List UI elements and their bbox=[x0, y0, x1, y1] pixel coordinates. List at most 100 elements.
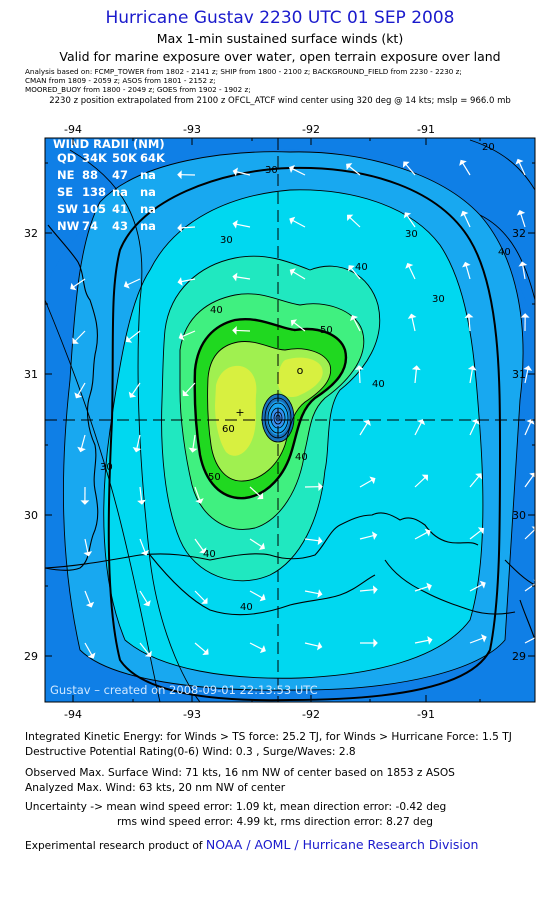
wind-arrow-shaft bbox=[249, 642, 263, 650]
wind-arrow-shaft bbox=[194, 486, 201, 501]
wind-arrow-shaft bbox=[469, 637, 484, 644]
longitude-tick-label: -94 bbox=[64, 708, 82, 721]
credit-prefix: Experimental research product of bbox=[25, 840, 203, 852]
wind-arrow-head bbox=[201, 597, 208, 604]
wind-arrow-shaft bbox=[292, 271, 306, 280]
position-note: 2230 z position extrapolated from 2100 z… bbox=[49, 96, 511, 106]
wind-arrow-head bbox=[259, 645, 266, 654]
wind-vectors bbox=[70, 158, 535, 659]
contour-label: 60 bbox=[222, 424, 235, 435]
wind-arrow-head bbox=[426, 582, 432, 592]
wind-arrow-head bbox=[317, 536, 323, 546]
wind-arrow-head bbox=[289, 216, 296, 225]
longitude-tick-label: -92 bbox=[302, 708, 320, 721]
wind-arrow-shaft bbox=[414, 586, 429, 592]
wind-arrow-head bbox=[369, 476, 376, 485]
wind-arrow-head bbox=[258, 542, 265, 551]
wind-arrow-head bbox=[232, 272, 238, 282]
contour-label: 40 bbox=[240, 602, 253, 613]
wind-arrow-shaft bbox=[236, 276, 251, 280]
wind-arrow-head bbox=[199, 547, 207, 554]
wind-arrow-head bbox=[143, 600, 151, 607]
latitude-tick-label: 31 bbox=[512, 368, 526, 381]
wind-arrow-head bbox=[346, 163, 353, 171]
wind-arrow-head bbox=[232, 219, 238, 229]
wind-arrow-head bbox=[350, 315, 358, 322]
wind-radii-cell: na bbox=[140, 219, 156, 233]
wind-arrow-shaft bbox=[524, 369, 529, 384]
wind-arrow-shaft bbox=[192, 434, 196, 449]
analyzed-max-line: Analyzed Max. Wind: 63 kts, 20 nm NW of … bbox=[25, 782, 286, 794]
wind-arrow-head bbox=[232, 167, 239, 177]
wind-arrow-shaft bbox=[414, 369, 417, 384]
wind-radii-header-cell: 34K bbox=[82, 151, 108, 165]
analysis-sources-line-2: CMAN from 1809 - 2059 z; ASOS from 1801 … bbox=[25, 76, 216, 85]
wind-arrow-shaft bbox=[348, 165, 361, 176]
wind-radii-header-cell: 64K bbox=[140, 151, 166, 165]
wind-arrow-shaft bbox=[406, 215, 416, 228]
wind-radii-cell: 88 bbox=[82, 168, 98, 182]
wind-arrow-head bbox=[87, 652, 96, 659]
wind-arrow-head bbox=[177, 277, 183, 286]
latitude-tick-label: 31 bbox=[24, 368, 38, 381]
wind-arrow-head bbox=[178, 332, 185, 341]
wind-arrow-head bbox=[85, 601, 95, 608]
contour-label: 40 bbox=[498, 247, 511, 258]
wind-arrow-head bbox=[373, 638, 378, 648]
wind-arrow-head bbox=[403, 212, 412, 219]
wind-arrow-shaft bbox=[468, 316, 471, 332]
wind-arrow-shaft bbox=[405, 163, 416, 176]
wind-arrow-head bbox=[529, 472, 535, 478]
wind-arrow-shaft bbox=[469, 369, 473, 384]
wind-arrow-head bbox=[372, 585, 378, 595]
wind-map: 30 30 30 30 30 40 40 40 40 40 50 50 60 4… bbox=[24, 123, 536, 721]
wind-arrow-head bbox=[125, 335, 133, 343]
wind-radii-cell: na bbox=[140, 168, 156, 182]
uncertainty-line-1: Uncertainty -> mean wind speed error: 1.… bbox=[25, 801, 447, 813]
wind-arrow-shaft bbox=[414, 531, 428, 540]
wind-arrow-head bbox=[123, 280, 130, 289]
wind-arrow-shaft bbox=[359, 479, 373, 488]
wind-radii-cell: SE bbox=[57, 185, 73, 199]
plot-frame bbox=[44, 137, 536, 703]
wind-arrow-shaft bbox=[520, 213, 526, 228]
wind-arrow-head bbox=[289, 268, 296, 276]
wind-arrow-head bbox=[515, 158, 524, 165]
contour-label: 30 bbox=[405, 229, 418, 240]
observed-max-line: Observed Max. Surface Wind: 71 kts, 16 n… bbox=[25, 767, 455, 779]
wind-arrow-head bbox=[259, 593, 266, 602]
wind-arrow-head bbox=[232, 326, 237, 335]
wind-radii-cell: na bbox=[140, 185, 156, 199]
wind-arrow-head bbox=[475, 473, 482, 480]
wind-arrow-head bbox=[70, 282, 77, 291]
wind-arrow-shaft bbox=[74, 330, 86, 342]
wind-arrow-head bbox=[74, 392, 83, 399]
wind-arrow-head bbox=[520, 313, 530, 318]
wind-arrow-head bbox=[477, 527, 485, 535]
wind-arrow-shaft bbox=[181, 278, 196, 283]
wind-arrow-shaft bbox=[462, 162, 471, 176]
wind-arrow-head bbox=[534, 632, 535, 634]
wind-arrow-shaft bbox=[139, 486, 143, 501]
wind-arrow-shaft bbox=[77, 382, 86, 396]
wind-radii-table: WIND RADII (NM) QD 34K 50K 64K NE 88 47 na SE 138… bbox=[53, 138, 166, 233]
wind-arrow-head bbox=[460, 210, 469, 217]
wind-arrow-shaft bbox=[73, 278, 86, 288]
credit-line: Experimental research product of NOAA / … bbox=[25, 837, 478, 852]
wind-arrow-head bbox=[348, 265, 355, 272]
wind-arrow-head bbox=[471, 418, 480, 425]
wind-radii-cell: 47 bbox=[112, 168, 128, 182]
longitude-tick-label: -92 bbox=[302, 123, 320, 136]
longitude-tick-label: -93 bbox=[183, 708, 201, 721]
wind-arrow-head bbox=[144, 650, 152, 657]
latitude-tick-label: 32 bbox=[24, 227, 38, 240]
observed-max-wind-marker: o bbox=[297, 364, 304, 377]
wind-arrow-shaft bbox=[84, 538, 89, 553]
map-title: Hurricane Gustav 2230 UTC 01 SEP 2008 bbox=[105, 8, 455, 28]
wind-arrow-head bbox=[363, 419, 371, 426]
longitude-tick-label: -91 bbox=[417, 123, 435, 136]
hrd-link[interactable]: NOAA / AOML / Hurricane Research Divisio… bbox=[205, 837, 479, 852]
wind-radii-cell: 43 bbox=[112, 219, 128, 233]
contour-label: 30 bbox=[100, 462, 113, 473]
